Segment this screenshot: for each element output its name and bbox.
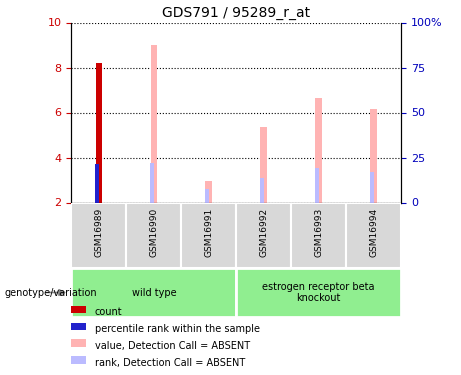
Bar [236,202,291,268]
Bar [370,172,373,202]
Bar [291,202,346,268]
Text: GSM16991: GSM16991 [204,208,213,257]
Bar [181,202,236,268]
Bar [71,202,126,268]
Text: GSM16993: GSM16993 [314,208,323,257]
Bar [95,164,99,202]
Bar [205,189,209,202]
Text: percentile rank within the sample: percentile rank within the sample [95,324,260,334]
Text: GSM16994: GSM16994 [369,208,378,257]
Bar [71,356,86,364]
Bar [236,268,401,317]
Text: count: count [95,307,122,317]
Bar [126,202,181,268]
Bar [151,45,157,203]
Text: GSM16992: GSM16992 [259,208,268,257]
Text: value, Detection Call = ABSENT: value, Detection Call = ABSENT [95,341,250,351]
Bar [315,168,319,202]
Text: genotype/variation: genotype/variation [5,288,97,297]
Bar [150,163,154,202]
Bar [71,339,86,347]
Bar [260,127,267,202]
Text: GSM16989: GSM16989 [95,208,103,257]
Bar [315,98,322,202]
Text: GSM16990: GSM16990 [149,208,159,257]
Bar [370,109,377,202]
Bar [260,178,264,203]
Bar [71,306,86,314]
Text: wild type: wild type [131,288,176,297]
Text: estrogen receptor beta
knockout: estrogen receptor beta knockout [262,282,375,303]
Bar [71,268,236,317]
Title: GDS791 / 95289_r_at: GDS791 / 95289_r_at [162,6,310,20]
Text: rank, Detection Call = ABSENT: rank, Detection Call = ABSENT [95,358,245,368]
Bar [71,322,86,330]
Bar [346,202,401,268]
Bar [206,181,212,203]
Bar [95,63,102,202]
